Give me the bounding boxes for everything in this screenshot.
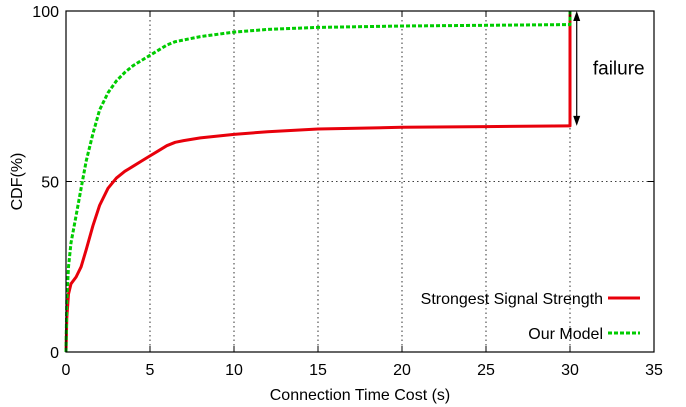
failure-label-background (584, 54, 653, 81)
legend-label-strongest-signal: Strongest Signal Strength (421, 291, 603, 308)
x-tick-label: 35 (645, 362, 663, 379)
failure-annotation: failure (573, 11, 653, 126)
x-tick-label: 30 (561, 362, 579, 379)
arrow-head-up-icon (573, 11, 581, 21)
x-tick-label: 20 (393, 362, 411, 379)
series-line-0 (64, 11, 572, 353)
x-tick-label: 15 (309, 362, 327, 379)
tick-marks (65, 10, 655, 353)
y-tick-label: 50 (41, 175, 59, 192)
x-axis-label: Connection Time Cost (s) (270, 387, 451, 404)
legend-label-our-model: Our Model (528, 326, 603, 343)
x-tick-label: 25 (477, 362, 495, 379)
x-tick-label: 0 (62, 362, 71, 379)
y-tick-label: 0 (50, 345, 59, 362)
grid (66, 11, 654, 352)
x-tick-labels: 0 5 10 15 20 25 30 35 (62, 362, 663, 379)
y-tick-label: 100 (32, 4, 59, 21)
series-lines (64, 11, 572, 353)
failure-label: failure (593, 58, 645, 79)
y-axis-label: CDF(%) (9, 153, 26, 211)
series-line-1 (64, 11, 572, 353)
y-tick-labels: 0 50 100 (32, 4, 59, 362)
x-tick-label: 5 (146, 362, 155, 379)
x-tick-label: 10 (225, 362, 243, 379)
legend: Strongest Signal Strength Our Model (421, 291, 640, 343)
arrow-head-down-icon (573, 115, 581, 126)
